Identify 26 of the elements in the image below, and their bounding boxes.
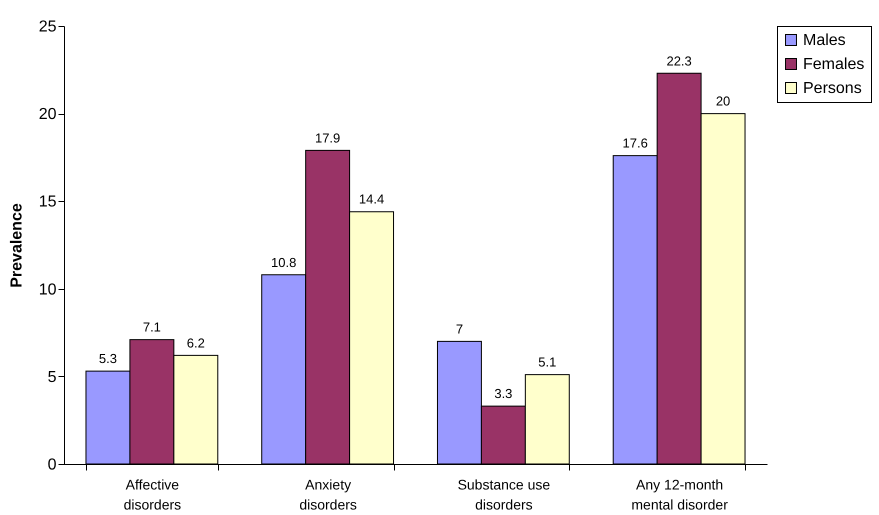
x-tick-label: Substance use disorders bbox=[458, 476, 550, 512]
y-tick-label: 5 bbox=[48, 368, 57, 386]
data-label: 3.3 bbox=[494, 386, 512, 402]
data-label: 5.1 bbox=[538, 354, 556, 370]
legend-label: Females bbox=[803, 56, 864, 73]
y-tick-label: 15 bbox=[38, 194, 57, 211]
legend-label: Males bbox=[803, 32, 846, 49]
data-label: 7.1 bbox=[142, 320, 161, 335]
x-tick-label: Any 12-month mental disorder bbox=[631, 476, 728, 512]
data-label: 17.9 bbox=[314, 130, 340, 146]
y-tick-label: 0 bbox=[48, 456, 57, 474]
data-label: 14.4 bbox=[358, 192, 384, 207]
x-tick-label: Anxiety disorders bbox=[299, 476, 357, 512]
data-label: 10.8 bbox=[271, 254, 296, 270]
data-label: 6.2 bbox=[186, 335, 205, 350]
y-axis-title: Prevalence bbox=[8, 203, 26, 288]
data-label: 22.3 bbox=[666, 53, 692, 68]
y-tick-label: 25 bbox=[38, 18, 57, 36]
legend-label: Persons bbox=[803, 80, 862, 97]
data-label: 7 bbox=[456, 321, 464, 336]
data-label: 17.6 bbox=[622, 136, 648, 151]
y-tick-label: 20 bbox=[38, 106, 57, 124]
data-label: 5.3 bbox=[98, 351, 117, 366]
y-tick-label: 10 bbox=[38, 281, 57, 298]
data-label: 20 bbox=[716, 94, 730, 109]
x-tick-label: Affective disorders bbox=[124, 476, 182, 512]
